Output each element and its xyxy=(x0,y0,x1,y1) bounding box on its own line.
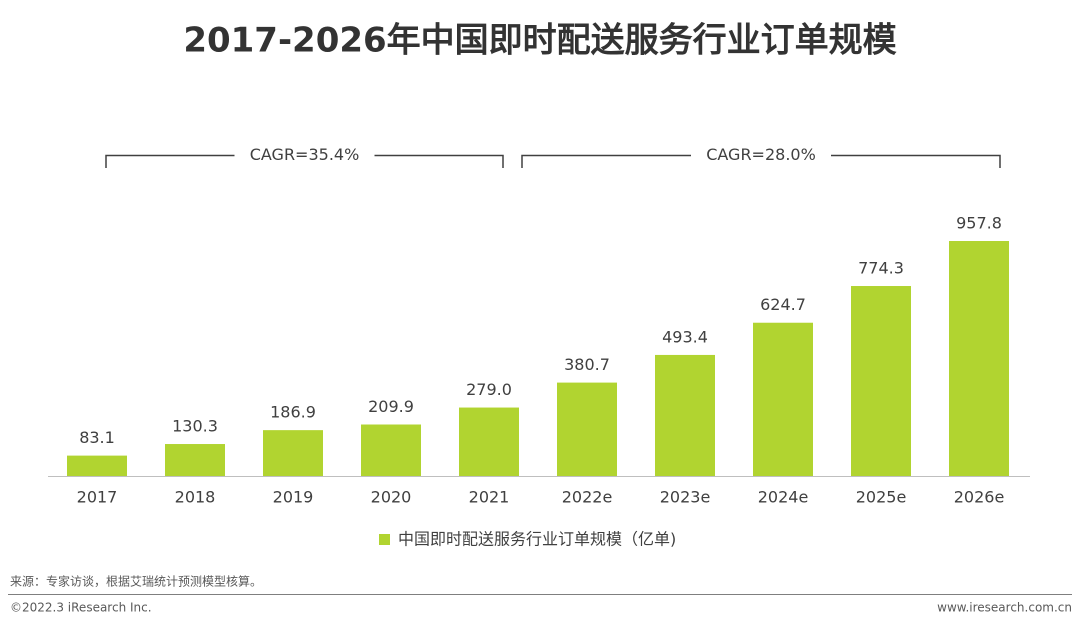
x-tick-label: 2023e xyxy=(660,488,711,507)
bracket xyxy=(105,154,504,168)
value-label: 624.7 xyxy=(760,295,806,314)
x-tick-label: 2022e xyxy=(562,488,613,507)
value-label: 279.0 xyxy=(466,380,512,399)
bar xyxy=(459,407,519,476)
bracket xyxy=(521,154,1001,168)
x-tick-label: 2024e xyxy=(758,488,809,507)
x-tick-label: 2025e xyxy=(856,488,907,507)
x-tick-label: 2020 xyxy=(371,488,412,507)
legend-label: 中国即时配送服务行业订单规模（亿单) xyxy=(398,530,676,549)
source: 来源：专家访谈，根据艾瑞统计预测模型核算。 xyxy=(10,574,262,589)
website: www.iresearch.com.cn xyxy=(937,601,1072,615)
annotation: CAGR=28.0% xyxy=(706,145,816,164)
x-tick-label: 2026e xyxy=(954,488,1005,507)
bar xyxy=(557,382,617,476)
value-label: 186.9 xyxy=(270,403,316,422)
value-label: 130.3 xyxy=(172,417,218,436)
bar xyxy=(361,424,421,476)
x-tick-label: 2018 xyxy=(175,488,216,507)
legend-swatch xyxy=(379,534,390,545)
value-label: 774.3 xyxy=(858,259,904,278)
value-label: 493.4 xyxy=(662,327,708,346)
value-label: 83.1 xyxy=(79,428,115,447)
bar xyxy=(753,322,813,476)
bar xyxy=(165,444,225,476)
copyright: ©2022.3 iResearch Inc. xyxy=(10,601,152,615)
bar xyxy=(949,241,1009,476)
bar xyxy=(67,455,127,476)
x-tick-label: 2019 xyxy=(273,488,314,507)
annotation: CAGR=35.4% xyxy=(250,145,360,164)
bar xyxy=(263,430,323,476)
bar xyxy=(655,354,715,476)
value-label: 957.8 xyxy=(956,214,1002,233)
value-label: 209.9 xyxy=(368,397,414,416)
x-tick-label: 2017 xyxy=(77,488,118,507)
chart-title: 2017-2026年中国即时配送服务行业订单规模 xyxy=(183,21,896,61)
bar xyxy=(851,286,911,476)
value-label: 380.7 xyxy=(564,355,610,374)
x-tick-label: 2021 xyxy=(469,488,510,507)
